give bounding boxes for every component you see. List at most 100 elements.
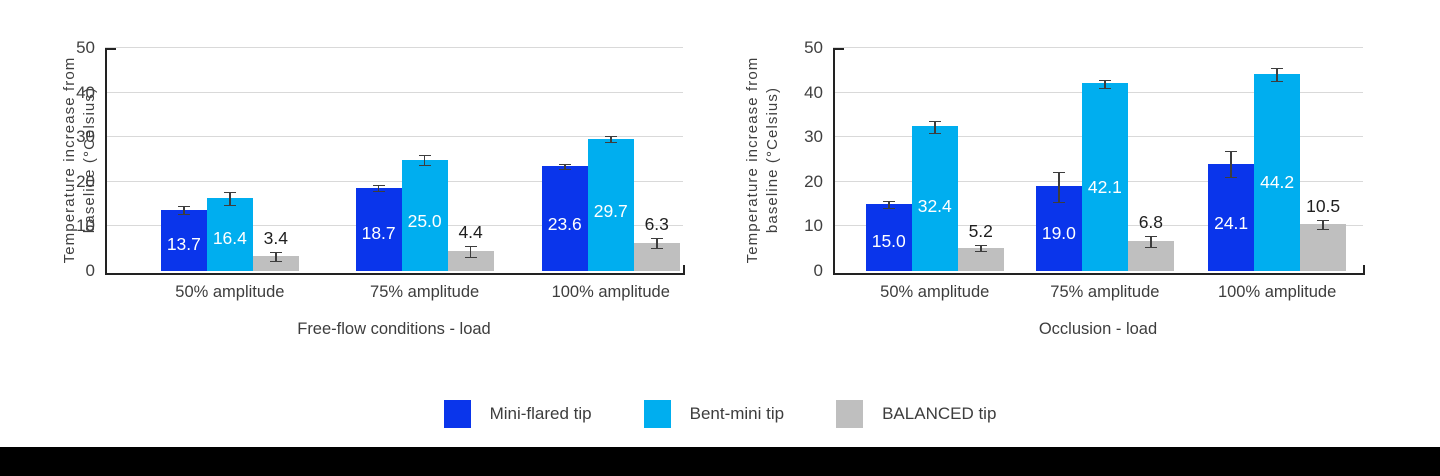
category-label: 75% amplitude xyxy=(1050,283,1160,301)
value-label: 10.5 xyxy=(1306,196,1341,217)
error-bar xyxy=(604,135,617,144)
bar xyxy=(541,165,588,271)
error-bar xyxy=(1317,220,1330,231)
legend: Mini-flared tip Bent-mini tip BALANCED tip xyxy=(0,399,1440,429)
y-axis xyxy=(105,48,116,273)
y-tick-label: 50 xyxy=(76,38,95,57)
value-label: 4.4 xyxy=(458,222,483,243)
legend-swatch xyxy=(443,400,471,428)
error-bar-line xyxy=(933,121,936,134)
y-axis-title: Temperature increase from baseline (°Cel… xyxy=(744,56,781,264)
value-label: 32.4 xyxy=(917,195,952,216)
legend-label: Mini-flared tip xyxy=(489,404,592,423)
category-label: 75% amplitude xyxy=(370,283,480,301)
error-bar-line xyxy=(1150,236,1152,247)
y-tick-label: 30 xyxy=(804,127,823,147)
bar xyxy=(401,159,448,271)
y-tick-label: 0 xyxy=(85,261,95,280)
error-bar-line xyxy=(229,193,231,205)
error-bar xyxy=(223,192,236,206)
error-bar-line xyxy=(423,156,426,165)
bar xyxy=(355,187,402,271)
error-bar-line xyxy=(1322,221,1324,230)
value-label: 13.7 xyxy=(166,233,201,254)
gridline xyxy=(105,136,683,138)
value-label: 42.1 xyxy=(1087,176,1122,197)
error-bar-line xyxy=(655,239,658,249)
error-bar xyxy=(1144,235,1157,248)
value-label: 3.4 xyxy=(263,227,288,248)
error-bar xyxy=(177,206,190,216)
y-tick-label: 10 xyxy=(804,216,823,236)
error-bar xyxy=(928,120,941,135)
legend-item: Bent-mini tip xyxy=(643,400,784,428)
error-bar xyxy=(882,201,895,209)
bar xyxy=(911,126,958,271)
error-bar xyxy=(558,163,571,170)
error-bar-line xyxy=(1104,80,1106,88)
legend-swatch xyxy=(836,400,864,428)
error-bar xyxy=(650,238,663,250)
bar xyxy=(865,204,912,271)
value-label: 19.0 xyxy=(1041,222,1076,243)
category-label: 50% amplitude xyxy=(175,283,285,301)
y-tick-label: 10 xyxy=(76,216,95,236)
error-bar-line xyxy=(275,252,277,261)
error-bar-line xyxy=(979,246,982,252)
x-axis-title: Occlusion - load xyxy=(1038,320,1158,338)
gridline xyxy=(105,91,683,93)
y-tick-label: 50 xyxy=(804,38,823,57)
value-label: 6.8 xyxy=(1138,211,1164,232)
bar xyxy=(206,197,253,271)
x-axis xyxy=(833,265,1365,275)
bar xyxy=(957,247,1004,271)
bar xyxy=(1300,224,1347,271)
category-label: 100% amplitude xyxy=(1217,283,1337,301)
error-bar-line xyxy=(609,136,612,143)
error-bar xyxy=(418,155,431,166)
error-bar xyxy=(1225,151,1238,178)
value-label: 15.0 xyxy=(871,230,906,251)
error-bar-line xyxy=(469,247,472,258)
bar xyxy=(587,138,634,271)
category-label: 100% amplitude xyxy=(551,283,670,301)
error-bar-line xyxy=(183,207,185,215)
x-axis-title: Free-flow conditions - load xyxy=(297,320,491,338)
error-bar xyxy=(1271,67,1284,83)
error-bar-line xyxy=(1230,152,1232,177)
legend-item: Mini-flared tip xyxy=(443,400,592,428)
x-axis xyxy=(105,265,685,275)
value-label: 18.7 xyxy=(361,223,396,244)
error-bar-line xyxy=(563,164,566,169)
error-bar xyxy=(1052,171,1065,203)
category-label: 50% amplitude xyxy=(880,283,990,301)
value-label: 23.6 xyxy=(547,213,582,234)
error-bar-line xyxy=(377,185,380,192)
bar xyxy=(1081,83,1128,271)
bar xyxy=(1254,73,1301,271)
error-bar-line xyxy=(1276,68,1278,82)
error-bar xyxy=(269,251,282,262)
error-bar xyxy=(974,245,987,253)
value-label: 44.2 xyxy=(1260,172,1295,193)
error-bar-line xyxy=(887,202,890,208)
y-tick-label: 20 xyxy=(804,171,823,191)
legend-swatch xyxy=(643,400,671,428)
legend-label: BALANCED tip xyxy=(882,404,997,423)
value-label: 6.3 xyxy=(644,214,669,235)
bar xyxy=(160,209,207,271)
bottom-black-bar xyxy=(0,447,1440,476)
y-tick-label: 30 xyxy=(76,127,95,147)
y-axis xyxy=(833,48,844,273)
y-tick-label: 0 xyxy=(813,261,823,280)
error-bar-line xyxy=(1058,172,1060,202)
gridline xyxy=(105,47,683,48)
value-label: 25.0 xyxy=(407,210,442,231)
bar xyxy=(1208,163,1255,271)
bar xyxy=(252,255,299,271)
error-bar xyxy=(372,184,385,193)
y-axis-title: Temperature increase from baseline (°Cel… xyxy=(61,56,98,264)
gridline xyxy=(105,180,683,182)
value-label: 5.2 xyxy=(968,221,993,242)
